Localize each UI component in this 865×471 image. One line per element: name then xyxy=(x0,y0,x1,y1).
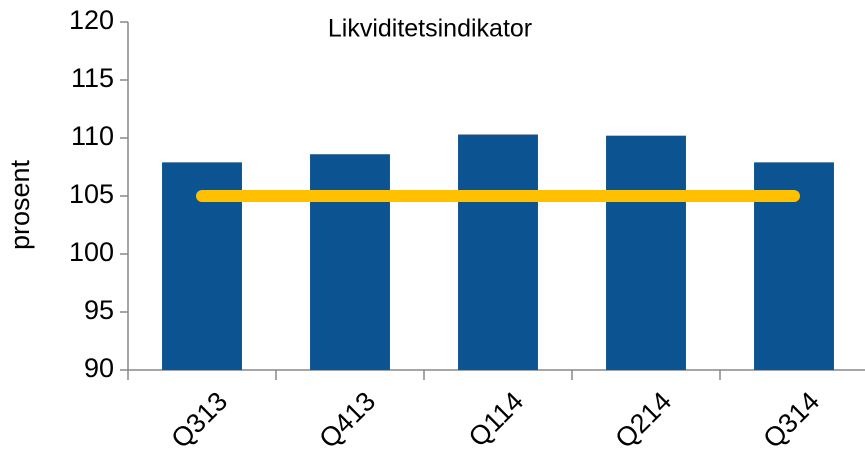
y-tick-label: 120 xyxy=(69,5,114,35)
y-tick-label: 110 xyxy=(71,121,114,151)
bar xyxy=(458,134,538,370)
bar xyxy=(606,135,686,370)
y-tick-label: 90 xyxy=(84,353,114,383)
x-tick-label: Q413 xyxy=(313,386,381,454)
x-tick-label: Q314 xyxy=(757,386,825,454)
y-tick-label: 105 xyxy=(69,179,114,209)
y-tick-label: 95 xyxy=(84,295,114,325)
y-tick-label: 115 xyxy=(71,63,114,93)
x-tick-label: Q214 xyxy=(609,386,677,454)
x-tick-label: Q313 xyxy=(165,386,233,454)
x-tick-label: Q114 xyxy=(463,386,530,453)
y-tick-label: 100 xyxy=(69,237,114,267)
bar xyxy=(310,154,390,370)
chart-title: Likviditetsindikator xyxy=(328,15,532,43)
y-axis-label: prosent xyxy=(5,159,35,250)
